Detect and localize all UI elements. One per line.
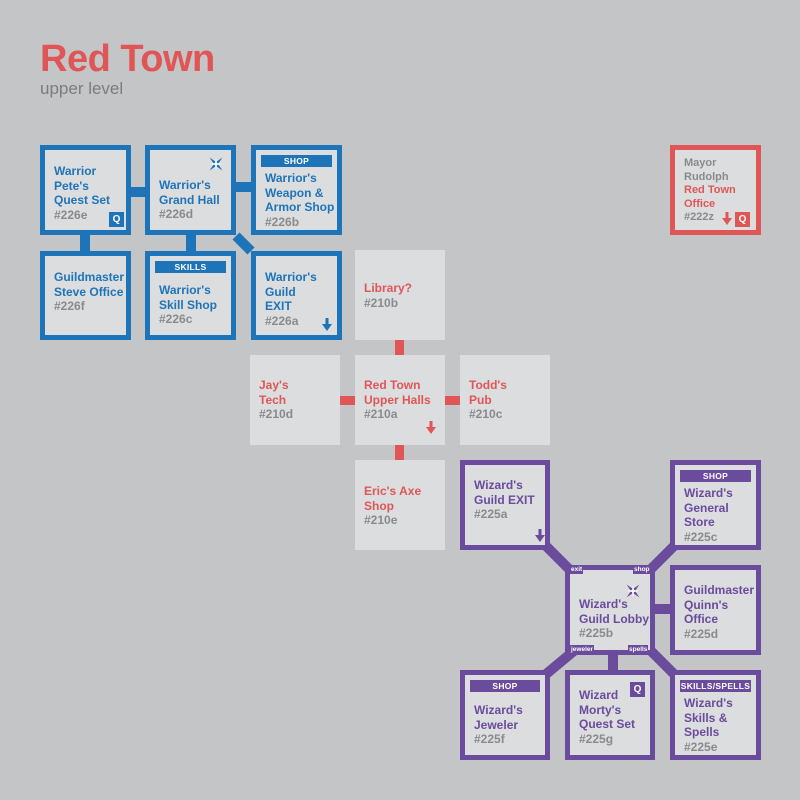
room-number: #225f — [474, 732, 505, 746]
down-arrow-icon — [722, 212, 732, 225]
room-jays-tech[interactable]: Jay's Tech #210d — [250, 355, 340, 445]
room-guildmaster-steve-office[interactable]: Guildmaster Steve Office #226f — [40, 251, 131, 340]
room-number: #225e — [684, 739, 718, 754]
room-erics-axe-shop[interactable]: Eric's Axe Shop #210e — [355, 460, 445, 550]
room-number: #226a — [265, 313, 299, 328]
connector-grandhall-weapon — [236, 182, 251, 192]
room-number: #226b — [265, 214, 300, 229]
room-wizard-guild-lobby[interactable]: Wizard's Guild Lobby #225b — [565, 565, 655, 655]
room-number: #225g — [579, 731, 614, 746]
room-wizard-guild-exit[interactable]: Wizard's Guild EXIT #225a — [460, 460, 550, 550]
shop-tag: SHOP — [680, 470, 751, 482]
map-subtitle: upper level — [40, 79, 124, 98]
room-name: Library? — [364, 281, 413, 295]
room-name: Warrior's Guild EXIT — [265, 270, 317, 313]
connector-grandhall-skill — [186, 235, 196, 251]
connector-pete-steve — [80, 235, 90, 251]
room-name: Red Town Upper Halls — [364, 378, 431, 407]
down-arrow-icon — [535, 529, 545, 542]
room-number: #225b — [579, 626, 614, 640]
room-name: Guildmaster Quinn's Office — [684, 583, 755, 626]
room-warrior-grand-hall[interactable]: Warrior's Grand Hall #226d — [145, 145, 236, 235]
room-number: #226d — [159, 207, 194, 221]
skills-tag: SKILLS — [155, 261, 226, 273]
room-number: #222z — [684, 211, 714, 223]
room-number: #226e — [54, 207, 88, 222]
room-number: #210a — [364, 407, 398, 421]
room-number: #210c — [469, 407, 503, 421]
connector-grandhall-exit — [232, 232, 255, 255]
connector-library-halls — [395, 340, 404, 355]
room-name: Warrior's Skill Shop — [159, 283, 218, 312]
quest-badge: Q — [109, 212, 124, 227]
room-red-town-upper-halls[interactable]: Red Town Upper Halls #210a — [355, 355, 445, 445]
room-number: #226c — [159, 312, 193, 326]
jeweler-connector-label: jeweler — [570, 645, 595, 654]
connector-lobby-morty — [608, 655, 618, 670]
room-name: Warrior's Weapon & Armor Shop — [265, 171, 335, 214]
compass-star-icon — [626, 584, 640, 598]
room-mayor-rudolph-office[interactable]: Mayor Rudolph Red Town Office #222z Q — [670, 145, 761, 235]
room-number: #210e — [364, 513, 398, 527]
room-todds-pub[interactable]: Todd's Pub #210c — [460, 355, 550, 445]
room-wizard-morty-quest-set[interactable]: Wizard Morty's Quest Set #225g Q — [565, 670, 655, 760]
room-warrior-pete-quest-set[interactable]: Warrior Pete's Quest Set #226e Q — [40, 145, 131, 235]
room-warrior-guild-exit[interactable]: Warrior's Guild EXIT #226a — [251, 251, 342, 340]
room-name: Wizard's Guild Lobby — [579, 597, 649, 626]
room-number: #225c — [684, 529, 718, 544]
quest-badge: Q — [735, 212, 750, 227]
room-name: Wizard's Guild EXIT — [474, 478, 535, 507]
exit-connector-label: exit — [570, 565, 584, 574]
shop-tag: SHOP — [470, 680, 540, 692]
skills-spells-tag: SKILLS/SPELLS — [680, 680, 751, 692]
room-name: Wizard's Jeweler — [474, 703, 523, 732]
room-number: #210d — [259, 407, 294, 421]
connector-jays-halls — [340, 396, 355, 405]
room-name: Jay's Tech — [259, 378, 289, 407]
room-number: #226f — [54, 299, 85, 313]
room-wizard-skills-spells[interactable]: SKILLS/SPELLS Wizard's Skills & Spells #2… — [670, 670, 761, 760]
connector-halls-erics — [395, 445, 404, 460]
room-name: Warrior Pete's Quest Set — [54, 164, 111, 207]
room-name: Mayor Rudolph — [684, 157, 729, 183]
room-wizard-jeweler[interactable]: SHOP Wizard's Jeweler #225f — [460, 670, 550, 760]
room-number: #225a — [474, 507, 508, 521]
room-name: Guildmaster Steve Office — [54, 270, 125, 299]
room-name-highlight: Red Town Office — [684, 184, 736, 210]
room-number: #210b — [364, 295, 399, 310]
quest-badge: Q — [630, 682, 645, 697]
room-number: #225d — [684, 626, 719, 641]
connector-halls-todds — [445, 396, 460, 405]
room-name: Wizard's General Store — [684, 486, 733, 529]
shop-connector-label: shop — [633, 565, 651, 574]
room-wizard-general-store[interactable]: SHOP Wizard's General Store #225c — [670, 460, 761, 550]
down-arrow-icon — [426, 421, 436, 434]
room-warrior-skill-shop[interactable]: SKILLS Warrior's Skill Shop #226c — [145, 251, 236, 340]
map-title: Red Town — [40, 38, 215, 80]
room-name: Wizard Morty's Quest Set — [579, 688, 636, 731]
room-warrior-weapon-shop[interactable]: SHOP Warrior's Weapon & Armor Shop #226b — [251, 145, 342, 235]
room-name: Eric's Axe Shop — [364, 484, 422, 513]
room-name: Todd's Pub — [469, 378, 507, 407]
compass-star-icon — [209, 157, 223, 171]
room-name: Wizard's Skills & Spells — [684, 696, 733, 739]
spells-connector-label: spells — [628, 645, 649, 654]
connector-pete-grandhall — [131, 187, 146, 197]
down-arrow-icon — [322, 318, 332, 331]
room-library[interactable]: Library? #210b — [355, 250, 445, 340]
connector-lobby-quinn — [655, 604, 670, 614]
shop-tag: SHOP — [261, 155, 332, 167]
room-guildmaster-quinn-office[interactable]: Guildmaster Quinn's Office #225d — [670, 565, 761, 655]
room-name: Warrior's Grand Hall — [159, 178, 220, 207]
